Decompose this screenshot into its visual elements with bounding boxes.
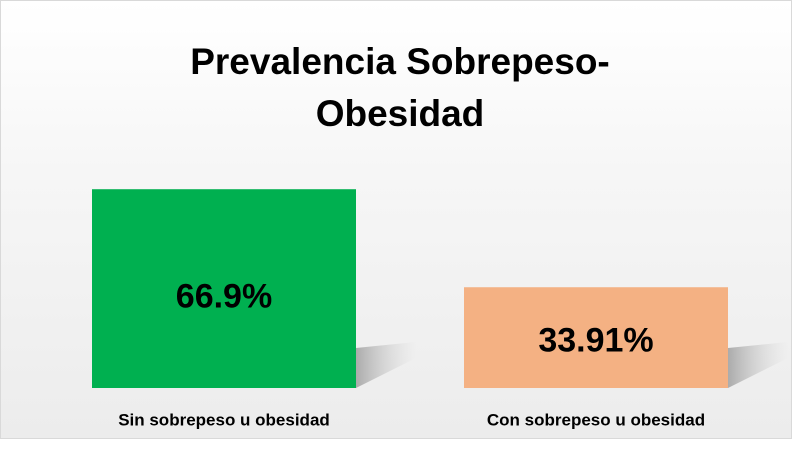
- bar-shadow: [356, 342, 416, 388]
- bar: [92, 189, 356, 388]
- chart-title: Prevalencia Sobrepeso-Obesidad: [190, 41, 610, 134]
- x-tick-label: Sin sobrepeso u obesidad: [118, 410, 330, 429]
- data-label: 33.91%: [538, 322, 653, 360]
- x-tick-label: Con sobrepeso u obesidad: [487, 410, 705, 429]
- bar: [464, 287, 728, 388]
- data-label: 66.9%: [176, 278, 272, 316]
- bar-shadow: [728, 342, 788, 388]
